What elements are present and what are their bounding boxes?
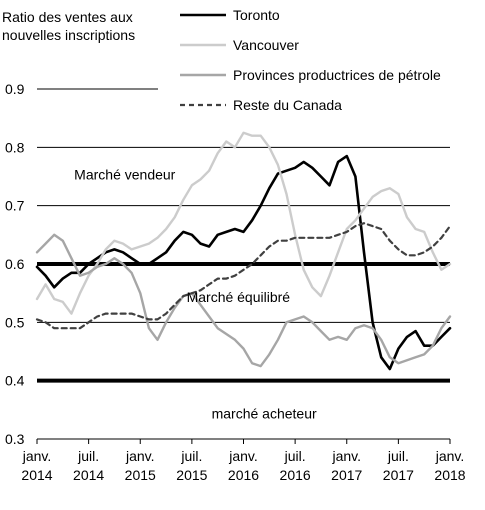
x-tick-label-year: 2018 <box>434 467 465 483</box>
series-line-1 <box>35 131 452 315</box>
x-tick-label-year: 2016 <box>228 467 259 483</box>
x-tick-label-year: 2015 <box>176 467 207 483</box>
x-tick-label-month: janv. <box>228 448 258 464</box>
x-tick-label-year: 2017 <box>383 467 414 483</box>
x-tick-label-year: 2015 <box>125 467 156 483</box>
series-line-3 <box>35 222 452 330</box>
y-tick-labels: 0.3 0.4 0.5 0.6 0.7 0.8 0.9 <box>5 81 25 447</box>
region-label: Marché équilibré <box>187 289 291 305</box>
x-tick-labels: janv. 2014 juil. 2014 janv. 2015 juil. 2015 janv… <box>21 448 465 483</box>
x-tick-label-month: juil. <box>387 448 409 464</box>
x-tick-label-month: juil. <box>77 448 99 464</box>
x-tick-label-month: juil. <box>284 448 306 464</box>
x-tick-label-year: 2014 <box>73 467 104 483</box>
legend-label: Reste du Canada <box>233 97 342 113</box>
x-tick-label-year: 2016 <box>280 467 311 483</box>
x-tick-label-year: 2017 <box>331 467 362 483</box>
x-tick-label-month: janv. <box>22 448 52 464</box>
y-tick-label: 0.9 <box>5 81 25 97</box>
x-tick-label-month: janv. <box>435 448 465 464</box>
y-axis-label-line-1: Ratio des ventes aux <box>2 9 133 25</box>
y-tick-label: 0.4 <box>5 373 25 389</box>
series-lines <box>35 131 452 371</box>
y-tick-label: 0.8 <box>5 139 25 155</box>
legend-label: Toronto <box>233 7 280 23</box>
x-tick-label-month: janv. <box>331 448 361 464</box>
legend: Toronto Vancouver Provinces productrices d… <box>180 7 441 113</box>
y-tick-label: 0.7 <box>5 198 25 214</box>
y-tick-label: 0.5 <box>5 314 25 330</box>
series-line-0 <box>35 154 452 371</box>
y-tick-label: 0.3 <box>5 431 25 447</box>
series-line-2 <box>35 233 452 368</box>
region-labels: Marché vendeur Marché équilibré marché ach… <box>74 166 317 421</box>
x-tick-label-month: janv. <box>125 448 155 464</box>
legend-label: Vancouver <box>233 37 299 53</box>
x-tick-label-month: juil. <box>180 448 202 464</box>
x-tick-label-year: 2014 <box>21 467 52 483</box>
region-label: Marché vendeur <box>74 166 176 182</box>
y-axis-label-line-2: nouvelles inscriptions <box>2 27 135 43</box>
y-tick-label: 0.6 <box>5 256 25 272</box>
region-label: marché acheteur <box>212 406 317 422</box>
legend-label: Provinces productrices de pétrole <box>233 67 441 83</box>
